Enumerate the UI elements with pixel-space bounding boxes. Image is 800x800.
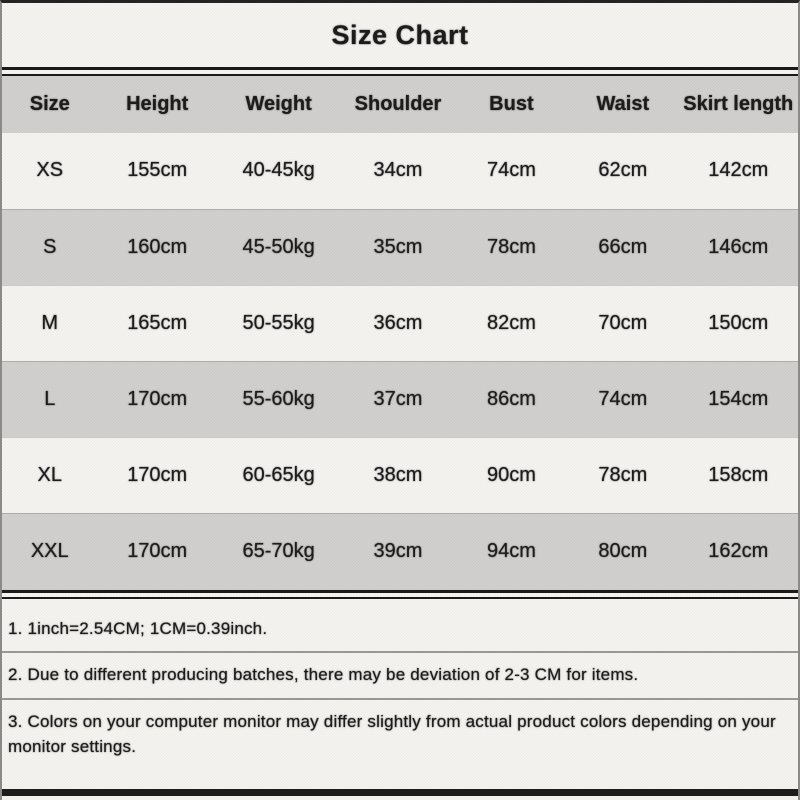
table-cell: 162cm	[708, 539, 769, 562]
table-cell: 170cm	[127, 539, 188, 562]
table-cell: 146cm	[708, 235, 769, 258]
table-cell: 150cm	[708, 311, 769, 334]
table-cell: XXL	[30, 539, 69, 562]
table-row: S 160cm 45-50kg 35cm 78cm 66cm 146cm	[2, 209, 798, 285]
table-cell: L	[44, 387, 56, 410]
table-cell: 60-65kg	[242, 463, 315, 486]
table-cell: 170cm	[127, 463, 188, 486]
table-cell: 39cm	[373, 539, 423, 562]
notes: 1. 1inch=2.54CM; 1CM=0.39inch. 2. Due to …	[2, 599, 798, 770]
table-cell: S	[43, 235, 57, 258]
table-row: XS 155cm 40-45kg 34cm 74cm 62cm 142cm	[2, 133, 798, 209]
table-cell: 86cm	[486, 387, 536, 410]
note-item: 1. 1inch=2.54CM; 1CM=0.39inch.	[2, 607, 798, 653]
table-cell: 160cm	[127, 235, 188, 258]
top-divider	[2, 67, 798, 76]
table-header-cell: Weight	[245, 93, 312, 115]
table-row: XL 170cm 60-65kg 38cm 90cm 78cm 158cm	[2, 437, 798, 513]
table-cell: 40-45kg	[242, 159, 315, 182]
table-header-cell: Size	[29, 93, 70, 115]
table-cell: 34cm	[373, 159, 423, 182]
size-table: Size Height Weight Shoulder Bust Waist Skirt l…	[2, 76, 798, 590]
bottom-black-bar	[2, 789, 798, 796]
size-table-body: XS 155cm 40-45kg 34cm 74cm 62cm 142cm S 160cm 45-…	[2, 133, 798, 589]
table-cell: 78cm	[598, 463, 648, 486]
table-cell: 65-70kg	[242, 539, 315, 562]
title-band: Size Chart	[2, 3, 798, 67]
table-cell: 35cm	[373, 235, 423, 258]
table-cell: 82cm	[486, 311, 536, 334]
table-cell: XL	[37, 463, 62, 486]
table-cell: 90cm	[486, 463, 536, 486]
size-table-head-row: Size Height Weight Shoulder Bust Waist Skirt l…	[2, 76, 798, 133]
table-cell: 80cm	[598, 539, 648, 562]
table-cell: 37cm	[373, 387, 423, 410]
table-cell: 142cm	[708, 159, 769, 182]
table-cell: 154cm	[708, 387, 769, 410]
table-row: XXL 170cm 65-70kg 39cm 94cm 80cm 162cm	[2, 513, 798, 589]
table-cell: 74cm	[598, 387, 648, 410]
table-cell: XS	[36, 159, 64, 182]
page-title: Size Chart	[331, 19, 469, 50]
table-cell: 45-50kg	[242, 235, 315, 258]
bottom-divider	[2, 589, 798, 599]
table-cell: 155cm	[127, 159, 188, 182]
note-item: 2. Due to different producing batches, t…	[2, 653, 798, 700]
table-header-cell: Height	[126, 93, 189, 115]
table-cell: 70cm	[598, 311, 648, 334]
table-cell: 38cm	[373, 463, 423, 486]
table-cell: 50-55kg	[242, 311, 315, 334]
table-header-cell: Bust	[489, 93, 534, 115]
table-cell: 36cm	[373, 311, 423, 334]
table-cell: 74cm	[486, 159, 536, 182]
table-cell: 55-60kg	[242, 387, 315, 410]
table-row: M 165cm 50-55kg 36cm 82cm 70cm 150cm	[2, 285, 798, 361]
table-cell: 62cm	[598, 159, 648, 182]
note-item: 3. Colors on your computer monitor may d…	[8, 711, 776, 757]
table-cell: 158cm	[708, 463, 769, 486]
table-cell: 66cm	[598, 235, 648, 258]
table-header-cell: Skirt length	[683, 93, 794, 115]
table-header-cell: Shoulder	[354, 93, 442, 115]
table-cell: 94cm	[486, 539, 536, 562]
table-cell: 78cm	[486, 235, 536, 258]
table-row: L 170cm 55-60kg 37cm 86cm 74cm 154cm	[2, 361, 798, 437]
table-header-cell: Waist	[596, 93, 650, 115]
table-cell: 170cm	[127, 387, 188, 410]
table-cell: 165cm	[127, 311, 188, 334]
table-cell: M	[41, 311, 59, 334]
